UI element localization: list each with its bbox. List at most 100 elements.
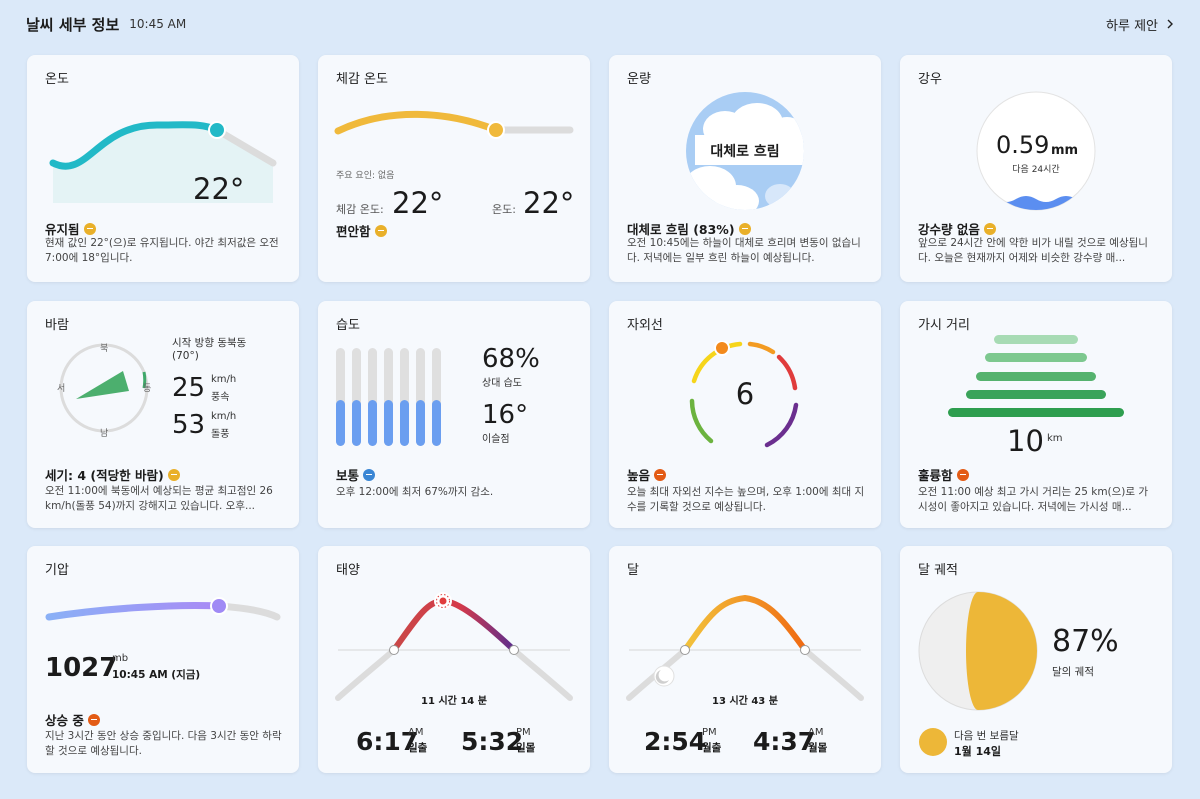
- wind-gust-label: 돌풍: [211, 429, 230, 440]
- temperature-value: 22°: [193, 172, 245, 206]
- description: 지난 3시간 동안 상승 중입니다. 다음 3시간 동안 하락할 것으로 예상됩…: [45, 730, 282, 757]
- next-full-moon-label: 다음 번 보름달: [954, 730, 1019, 742]
- visibility-value: 10: [1007, 424, 1044, 458]
- wind-gust: 53: [172, 410, 206, 440]
- status-label: 세기: 4 (적당한 바람): [45, 468, 164, 483]
- card-title: 습도: [336, 318, 360, 333]
- description: 오전 11:00에 북동에서 예상되는 평균 최고점인 26 km/h(돌풍 5…: [45, 485, 273, 512]
- moon-phase-card[interactable]: 달 궤적 87% 달의 궤적 다음 번 보름달 1월 14일: [900, 546, 1172, 773]
- header: 날씨 세부 정보 10:45 AM 하루 제안: [26, 12, 1174, 36]
- precipitation-card[interactable]: 강우 0.59 mm 다음 24시간 강수량 없음 앞으로 24시간 안에 약한…: [900, 55, 1172, 282]
- wind-card[interactable]: 바람 북 동 남 서 시작 방향 동북동 (70°) 25 km/h 풍속 53…: [27, 301, 299, 528]
- moonset-time: 4:37: [753, 727, 816, 756]
- chevron-right-icon: [1167, 19, 1173, 29]
- status: 보통: [336, 465, 376, 484]
- moon-arc: [626, 594, 864, 701]
- pressure-unit: mb: [112, 653, 129, 664]
- wind-degree: (70°): [172, 350, 199, 362]
- compass-east: 동: [143, 384, 152, 394]
- card-title: 강우: [918, 72, 942, 87]
- moonrise-ampm: PM: [702, 727, 717, 738]
- wind-speed-unit: km/h: [211, 374, 237, 385]
- sunset-label: 일몰: [516, 742, 536, 754]
- humidity-card[interactable]: 습도 68% 상대 습도 16° 이슬점 보통 오후 12:00에 최저 67%…: [318, 301, 590, 528]
- moon-icon: [653, 665, 675, 687]
- temp-label: 온도:: [492, 203, 516, 216]
- status: 상승 중: [45, 710, 100, 729]
- status-label: 높음: [627, 468, 651, 483]
- uv-value: 6: [735, 377, 755, 411]
- visibility-unit: km: [1047, 433, 1063, 444]
- rain-wave-icon: [976, 91, 1096, 211]
- status-arrow-icon: [654, 468, 667, 481]
- wind-gust-unit: km/h: [211, 411, 237, 422]
- status-label: 편안함: [336, 224, 371, 239]
- page-title: 날씨 세부 정보: [26, 15, 120, 34]
- dew-point-label: 이슬점: [482, 434, 510, 445]
- sunrise-ampm: AM: [408, 727, 424, 738]
- status: 유지됨: [45, 219, 96, 238]
- cloud-icon: [686, 92, 804, 210]
- status-label: 유지됨: [45, 222, 80, 237]
- status-arrow-icon: [738, 222, 751, 235]
- feels-like-card[interactable]: 체감 온도 주요 요인: 없음 체감 온도: 22° 온도: 22° 편안함: [318, 55, 590, 282]
- status: 훌륭함: [918, 465, 969, 484]
- visibility-bars: [948, 335, 1124, 417]
- sun-card[interactable]: 태양 11 시간 14 분 6:17 AM 일출 5:32 PM 일몰: [318, 546, 590, 773]
- description: 오전 11:00 예상 최고 가시 거리는 25 km(으)로 가시성이 좋아지…: [918, 486, 1149, 513]
- cloud-center-label: 대체로 흐림: [710, 144, 780, 160]
- card-title: 자외선: [627, 318, 663, 333]
- cloud-cover-card[interactable]: 운량 대체로 흐림 대체로 흐림 (83%) 오전 10:45에는 하늘이 대체…: [609, 55, 881, 282]
- compass-north: 북: [100, 344, 109, 354]
- pressure-card[interactable]: 기압 1027 mb 10:45 AM (지금) 상승 중 지난 3시간 동안 …: [27, 546, 299, 773]
- daily-suggestion-link[interactable]: 하루 제안: [1106, 15, 1174, 34]
- uv-gauge: [689, 341, 799, 448]
- status-arrow-icon: [983, 222, 996, 235]
- humidity-label: 상대 습도: [482, 378, 522, 389]
- feels-like-graph: [334, 110, 574, 139]
- moon-duration: 13 시간 43 분: [712, 696, 778, 707]
- status-label: 훌륭함: [918, 468, 953, 483]
- status-label: 보통: [336, 468, 360, 483]
- pressure-value: 1027: [45, 653, 118, 683]
- wind-direction: 시작 방향 동북동: [172, 337, 247, 349]
- moonrise-label: 월출: [702, 742, 722, 754]
- sun-duration: 11 시간 14 분: [421, 696, 487, 707]
- moon-card[interactable]: 달 13 시간 43 분 2:54 PM 월출 4:37 AM 월몰: [609, 546, 881, 773]
- pressure-graph: [45, 597, 281, 621]
- sunset-time: 5:32: [461, 727, 524, 756]
- wind-speed: 25: [172, 373, 206, 403]
- status-label: 대체로 흐림 (83%): [627, 222, 735, 237]
- moon-phase-label: 달의 궤적: [1052, 666, 1094, 678]
- description: 앞으로 24시간 안에 약한 비가 내릴 것으로 예상됩니다. 오늘은 현재까지…: [918, 237, 1148, 264]
- feels-value: 22°: [392, 186, 444, 220]
- pressure-time: 10:45 AM (지금): [112, 669, 201, 681]
- card-title: 체감 온도: [336, 72, 388, 87]
- rain-value: 0.59: [996, 131, 1050, 159]
- status: 대체로 흐림 (83%): [627, 219, 751, 238]
- humidity-value: 68%: [482, 344, 540, 374]
- card-title: 달 궤적: [918, 563, 959, 578]
- compass-south: 남: [100, 429, 109, 439]
- card-title: 온도: [45, 72, 69, 87]
- status: 세기: 4 (적당한 바람): [45, 465, 180, 484]
- sunrise-time: 6:17: [356, 727, 419, 756]
- sunset-ampm: PM: [516, 727, 531, 738]
- rain-period: 다음 24시간: [1012, 165, 1060, 175]
- sun-icon: [434, 592, 452, 610]
- wind-speed-label: 풍속: [211, 392, 230, 403]
- visibility-card[interactable]: 가시 거리 10 km 훌륭함 오전 11:00 예상 최고 가시 거리는 25…: [900, 301, 1172, 528]
- description: 오전 10:45에는 하늘이 대체로 흐리며 변동이 없습니다. 저녁에는 일부…: [627, 237, 861, 264]
- status-label: 강수량 없음: [918, 222, 980, 237]
- status-arrow-icon: [363, 468, 376, 481]
- description: 오후 12:00에 최저 67%까지 감소.: [336, 486, 494, 498]
- temperature-graph: [49, 121, 277, 203]
- uv-card[interactable]: 자외선 6 높음 오늘 최대 자외선 지수는 높으며, 오후 1:00에 최대 …: [609, 301, 881, 528]
- temperature-card[interactable]: 온도 22° 유지됨 현재 값인 22°(으)로 유지됩니다. 야간 최저값은 …: [27, 55, 299, 282]
- card-title: 운량: [627, 72, 651, 87]
- status: 높음: [627, 465, 667, 484]
- next-full-moon-date: 1월 14일: [954, 745, 1002, 758]
- compass-icon: [59, 343, 149, 433]
- status: 편안함: [336, 221, 387, 240]
- feels-label: 체감 온도:: [336, 203, 384, 216]
